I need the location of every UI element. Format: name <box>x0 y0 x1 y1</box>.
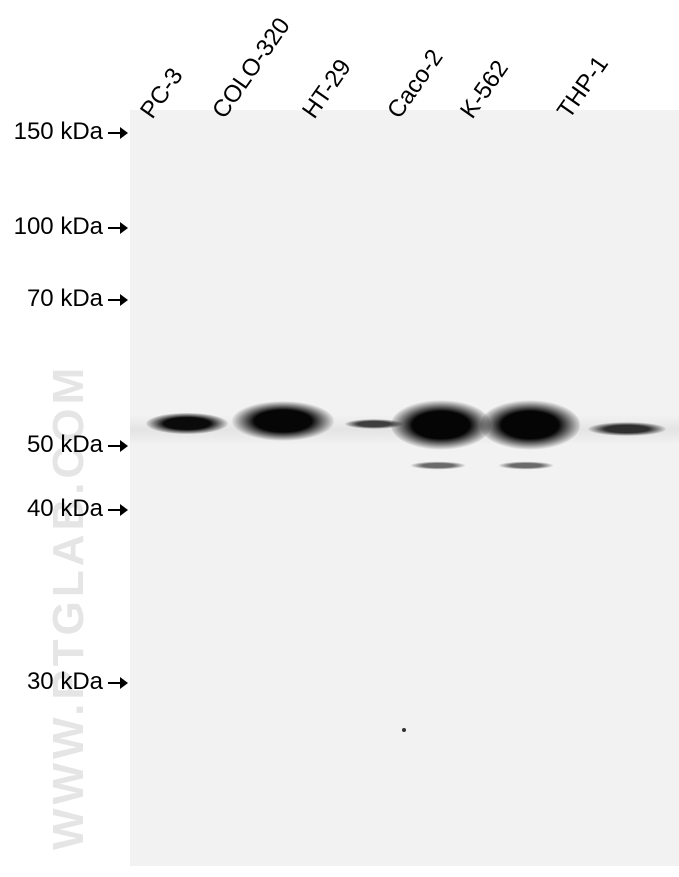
mw-arrow-icon <box>108 220 128 241</box>
mw-arrow-icon <box>108 438 128 459</box>
blot-membrane <box>130 110 679 866</box>
protein-band <box>588 422 666 436</box>
blot-figure: WWW.PTGLAB.COM PC-3COLO-320HT-29Caco-2K-… <box>0 0 679 877</box>
mw-label: 30 kDa <box>27 668 103 696</box>
mw-arrow-icon <box>108 125 128 146</box>
speck-dot <box>402 728 406 732</box>
mw-arrow-icon <box>108 292 128 313</box>
mw-label: 50 kDa <box>27 431 103 459</box>
lane-label: COLO-320 <box>207 13 297 124</box>
protein-band <box>480 400 580 450</box>
mw-arrow-icon <box>108 675 128 696</box>
protein-band <box>498 461 554 470</box>
mw-label: 100 kDa <box>14 213 103 241</box>
protein-band <box>232 401 334 441</box>
protein-band <box>391 400 491 450</box>
mw-label: 150 kDa <box>14 118 103 146</box>
mw-label: 70 kDa <box>27 285 103 313</box>
mw-arrow-icon <box>108 502 128 523</box>
mw-label: 40 kDa <box>27 495 103 523</box>
protein-band <box>410 461 466 470</box>
protein-band <box>146 413 228 434</box>
